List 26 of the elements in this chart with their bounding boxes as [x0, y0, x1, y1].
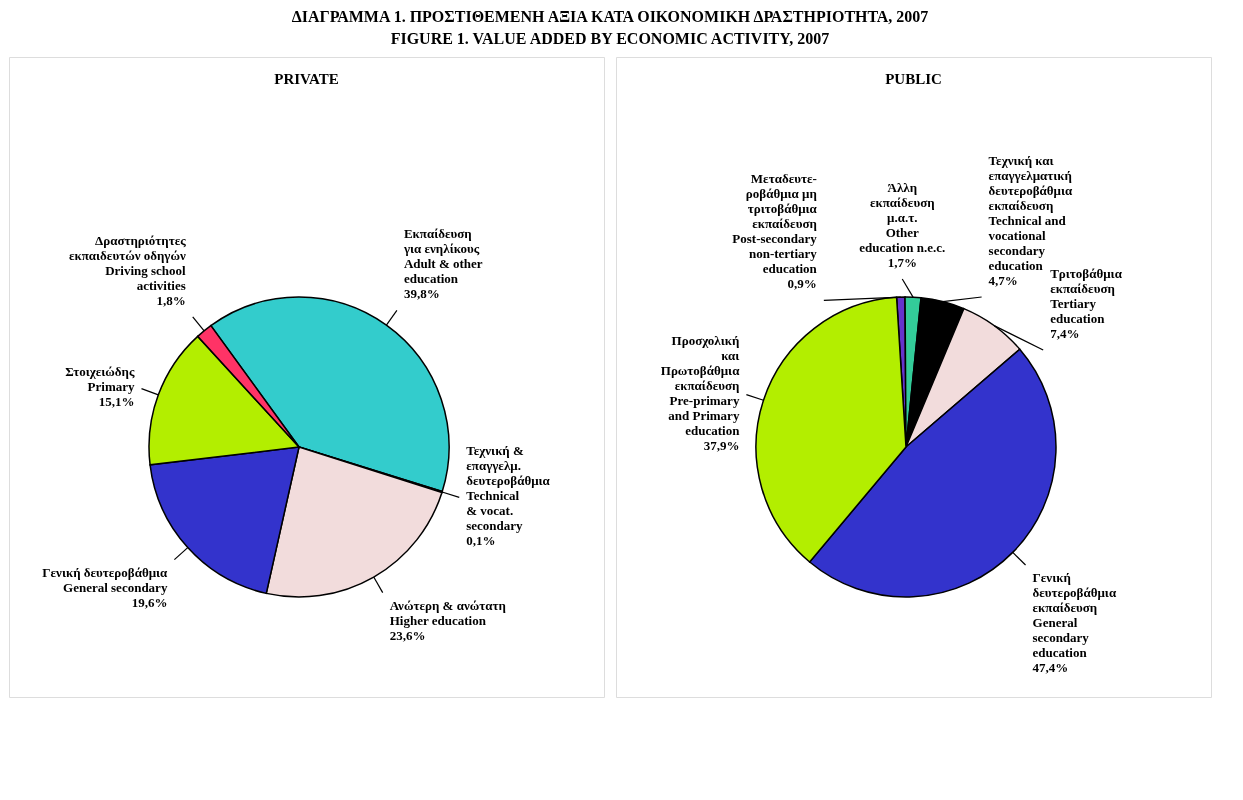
slice-label: Μεταδευτε- ροβάθμια μη τριτοβάθμια εκπαίδευση Post-secondary non-tertiary education — [732, 171, 818, 277]
data-label: 7,4% — [1050, 326, 1080, 342]
data-label: 1,8% — [156, 292, 186, 308]
data-label: 15,1% — [98, 394, 135, 410]
data-label: 39,8% — [403, 286, 440, 302]
data-label: 1,7% — [887, 255, 917, 271]
slice-label: Δραστηριότητες εκπαιδευτών οδηγών Driving school activities — [68, 232, 187, 293]
slice-label: Στοιχειώδης Primary — [65, 364, 135, 395]
data-label: 23,6% — [389, 627, 426, 643]
data-label: 0,1% — [466, 532, 496, 548]
slice-label: Γενική δευτεροβάθμια εκπαίδευση General secondary education — [1032, 570, 1117, 661]
data-label: 47,4% — [1032, 660, 1069, 676]
slice-label: Τεχνική & επαγγελμ. δευτεροβάθμια Technical & vocat. secondary — [466, 442, 551, 533]
chart-title: PUBLIC — [885, 71, 942, 87]
data-label: 37,9% — [703, 437, 740, 453]
slice-label: Προσχολική και Πρωτοβάθμια εκπαίδευση Pre-primary and Primary education — [660, 332, 741, 438]
slice-label: Άλλη εκπαίδευση μ.α.τ. Other education n.e.c. — [859, 180, 946, 256]
slice-label: Εκπαίδευση για ενηλίκους Adult & other education — [402, 226, 483, 287]
caption: FIGURE 1. VALUE ADDED BY ECONOMIC ACTIVITY, 2007 — [390, 29, 830, 47]
text: ΔΙΑΓΡΑΜΜΑ 1. ΠΡΟΣΤΙΘΕΜΕΝΗ ΑΞΙΑ ΚΑΤΑ ΟΙΚΟΝΟΜΙΚΗ ΔΡΑΣΤΗΡΙΟΤΗΤΑ, 2007 — [291, 7, 929, 25]
data-label: 19,6% — [131, 594, 168, 610]
data-label: 0,9% — [787, 276, 817, 292]
chart-title: PRIVATE — [274, 71, 339, 87]
slice-label: Ανώτερη & ανώτατη Higher education — [389, 597, 506, 628]
slice-label: Γενική δευτεροβάθμια General secondary — [42, 564, 169, 595]
data-label: 4,7% — [988, 272, 1018, 288]
